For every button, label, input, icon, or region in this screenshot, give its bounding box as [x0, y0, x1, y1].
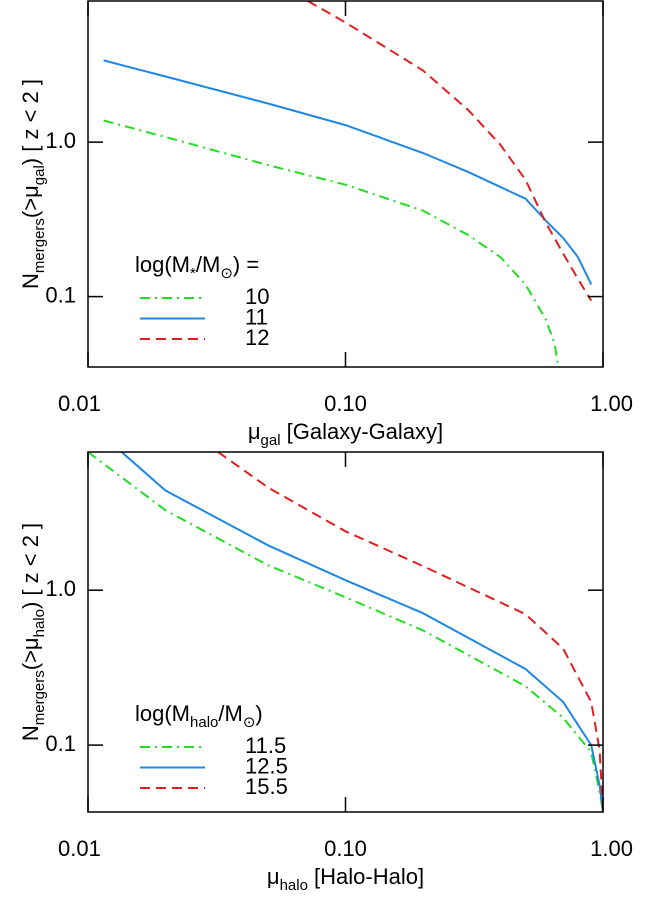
- series-line: [120, 452, 603, 812]
- series-line: [307, 1, 593, 302]
- series-line: [88, 452, 603, 812]
- x-tick-label: 1.00: [590, 836, 633, 861]
- legend-title-part: ): [255, 701, 262, 726]
- y-axis-label-part: ) [ z < 2 ]: [18, 523, 43, 609]
- y-tick-label: 0.1: [45, 731, 76, 756]
- y-axis-label-part: N: [18, 725, 43, 741]
- legend-title: log(M*/M⊙) =: [135, 252, 259, 283]
- x-axis-label-part: [Halo-Halo]: [308, 864, 424, 889]
- series-line: [103, 59, 593, 285]
- legend-label: 11: [245, 304, 268, 329]
- legend-label: 12: [245, 325, 269, 350]
- y-axis-label: Nmergers(>μgal) [ z < 2 ]: [18, 79, 49, 289]
- y-axis-label-part: halo: [31, 609, 48, 637]
- legend-label: 15.5: [245, 774, 288, 799]
- y-axis-label-part: (>μ: [18, 637, 43, 670]
- legend-title: log(Mhalo/M⊙): [135, 701, 263, 732]
- x-tick-label: 0.01: [58, 391, 101, 416]
- legend-title-part: *: [190, 265, 196, 282]
- x-axis-label-part: μ: [248, 419, 261, 444]
- x-tick-label: 1.00: [590, 391, 633, 416]
- legend-title-part: ) =: [233, 252, 259, 277]
- x-axis-label-part: μ: [267, 864, 280, 889]
- x-axis-label-part: [Galaxy-Galaxy]: [281, 419, 444, 444]
- legend-title-part: /M: [218, 701, 242, 726]
- x-tick-label: 0.10: [324, 836, 367, 861]
- x-axis-label: μhalo [Halo-Halo]: [267, 864, 424, 895]
- legend-label: 10: [245, 284, 269, 309]
- legend-label: 11.5: [245, 733, 286, 758]
- legend-title-part: halo: [190, 714, 218, 731]
- y-axis-label-part: (>μ: [18, 185, 43, 218]
- legend-title-part: log(M: [135, 252, 190, 277]
- plot-frame: [87, 451, 604, 813]
- y-tick-label: 1.0: [45, 128, 76, 153]
- series-line: [103, 119, 560, 367]
- x-axis-label-part: gal: [261, 432, 281, 449]
- legend-title-part: log(M: [135, 701, 190, 726]
- y-axis-label-part: ) [ z < 2 ]: [18, 79, 43, 165]
- y-axis-label-part: gal: [31, 165, 48, 185]
- y-axis-label-part: N: [18, 273, 43, 289]
- x-axis-label: μgal [Galaxy-Galaxy]: [248, 419, 443, 450]
- legend-title-part: ⊙: [220, 265, 233, 282]
- x-tick-label: 0.01: [58, 836, 101, 861]
- y-axis-label-part: mergers: [31, 218, 48, 273]
- legend-title-part: /M: [196, 252, 220, 277]
- y-axis-label-part: mergers: [31, 670, 48, 725]
- x-tick-label: 0.10: [324, 391, 367, 416]
- legend-label: 12.5: [245, 753, 288, 778]
- legend-title-part: ⊙: [243, 714, 256, 731]
- y-tick-label: 1.0: [45, 576, 76, 601]
- x-axis-label-part: halo: [280, 877, 308, 894]
- y-axis-label: Nmergers(>μhalo) [ z < 2 ]: [18, 523, 49, 741]
- y-tick-label: 0.1: [45, 282, 76, 307]
